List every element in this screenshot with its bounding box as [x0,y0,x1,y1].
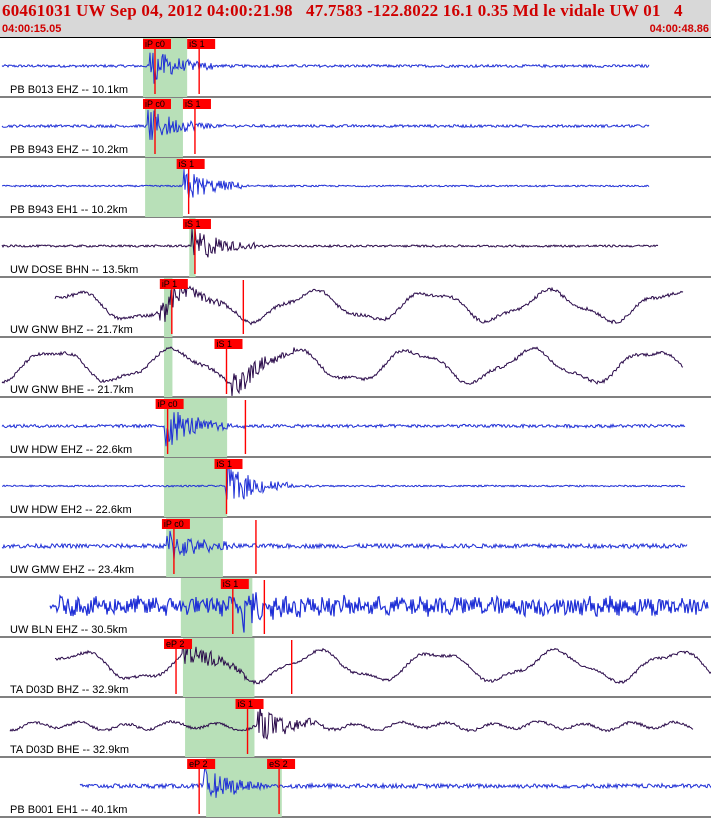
channel-label: PB B943 EH1 -- 10.2km [10,204,127,216]
time-end-label: 04:00:48.86 [649,23,709,35]
pick-flag [182,99,211,109]
channel-label: UW GMW EHZ -- 23.4km [10,564,134,576]
pick-flag [176,159,205,169]
pick-flag [267,759,296,769]
seismogram-panel: eP 2 TA D03D BHZ -- 32.9km [0,638,711,698]
pick-label: iS 1 [216,459,232,469]
pick-label: iS 1 [189,39,205,49]
trace-line [1,346,684,397]
pick-label: iS 1 [216,339,232,349]
channel-label: PB B001 EH1 -- 40.1km [10,804,127,816]
trace-line [1,411,686,447]
pick-label: iP c0 [164,519,184,529]
analysis-window [189,218,196,277]
seismogram-panel: iP c0 iS 1 PB B943 EHZ -- 10.2km [0,98,711,158]
channel-label: UW GNW BHE -- 21.7km [10,384,133,396]
seismogram-panel: iS 1 UW HDW EH2 -- 22.6km [0,458,711,518]
event-header: 60461031 UW Sep 04, 2012 04:00:21.98 47.… [0,0,711,38]
pick-flag [142,99,171,109]
pick-flag [155,399,184,409]
trace-line [1,530,688,560]
channel-label: PB B943 EHZ -- 10.2km [10,144,128,156]
seismogram-panel: iS 1 PB B943 EH1 -- 10.2km [0,158,711,218]
analysis-window [164,338,173,397]
channel-label: UW BLN EHZ -- 30.5km [10,624,127,636]
pick-label: iS 1 [185,99,201,109]
pick-label: iS 1 [185,219,201,229]
pick-label: iP 1 [162,279,177,289]
trace-line [9,705,694,740]
time-start-label: 04:00:15.05 [2,23,62,35]
pick-label: iP c0 [145,99,165,109]
trace-line [49,592,709,633]
trace-line [79,765,711,798]
trace-line [1,52,650,84]
seismogram-panel: iS 1 UW DOSE BHN -- 13.5km [0,218,711,278]
pick-label: iS 1 [223,579,239,589]
pick-label: eP 2 [189,759,207,769]
pick-label: eS 2 [269,759,288,769]
trace-line [1,227,659,258]
seismogram-panel: eP 2 eS 2 PB B001 EH1 -- 40.1km [0,758,711,818]
seismogram-panel: iS 1 UW GNW BHE -- 21.7km [0,338,711,398]
seismogram-panel: iP c0 iS 1 PB B013 EHZ -- 10.1km [0,38,711,98]
pick-flag [214,339,243,349]
pick-flag [220,579,249,589]
pick-flag [142,39,171,49]
pick-flag [235,699,264,709]
pick-label: iS 1 [238,699,254,709]
channel-label: TA D03D BHZ -- 32.9km [10,684,128,696]
trace-line [54,284,684,326]
seismogram-panel: iS 1 UW BLN EHZ -- 30.5km [0,578,711,638]
channel-label: UW HDW EHZ -- 22.6km [10,444,132,456]
channel-label: UW HDW EH2 -- 22.6km [10,504,132,516]
pick-flag [161,519,190,529]
pick-flag [182,219,211,229]
channel-label: UW DOSE BHN -- 13.5km [10,264,138,276]
trace-line [54,638,711,685]
pick-label: iP c0 [158,399,178,409]
pick-flag [187,39,216,49]
seismogram-panel: iS 1 TA D03D BHE -- 32.9km [0,698,711,758]
trace-line [1,168,650,198]
channel-label: UW GNW BHZ -- 21.7km [10,324,133,336]
pick-flag [214,459,243,469]
seismogram-chart: iP c0 iS 1 PB B013 EHZ -- 10.1km iP c0 iS 1 P… [0,38,711,818]
pick-label: iS 1 [179,159,195,169]
event-title: 60461031 UW Sep 04, 2012 04:00:21.98 47.… [2,1,683,20]
channel-label: PB B013 EHZ -- 10.1km [10,84,128,96]
pick-flag [164,639,193,649]
analysis-window [182,638,255,697]
pick-label: eP 2 [166,639,184,649]
pick-label: iP c0 [145,39,165,49]
channel-label: TA D03D BHE -- 32.9km [10,744,129,756]
trace-line [1,463,686,500]
seismogram-panel: iP 1 UW GNW BHZ -- 21.7km [0,278,711,338]
seismogram-panel: iP c0 UW GMW EHZ -- 23.4km [0,518,711,578]
trace-line [1,109,650,140]
seismogram-panel: iP c0 UW HDW EHZ -- 22.6km [0,398,711,458]
pick-flag [159,279,188,289]
pick-flag [187,759,216,769]
